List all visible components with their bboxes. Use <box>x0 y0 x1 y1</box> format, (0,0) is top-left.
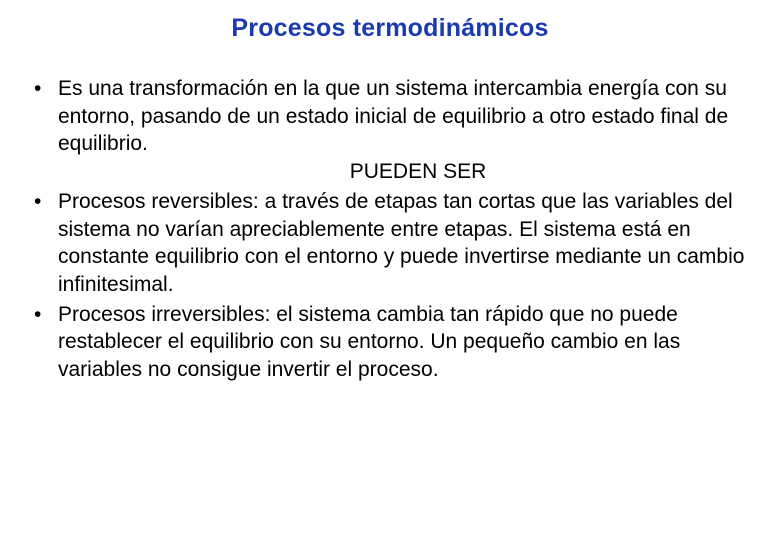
bullet-list: Es una transformación en la que un siste… <box>30 75 750 384</box>
bullet-item: Procesos irreversibles: el sistema cambi… <box>30 301 750 384</box>
bullet-text: Es una transformación en la que un siste… <box>58 77 728 155</box>
bullet-text: Procesos irreversibles: el sistema cambi… <box>58 303 680 381</box>
center-subline: PUEDEN SER <box>58 158 750 186</box>
title-band: Procesos termodinámicos <box>0 0 780 57</box>
bullet-text: Procesos reversibles: a través de etapas… <box>58 190 744 296</box>
bullet-item: Es una transformación en la que un siste… <box>30 75 750 186</box>
slide-body: Es una transformación en la que un siste… <box>0 57 780 384</box>
slide-title: Procesos termodinámicos <box>231 14 548 42</box>
bullet-item: Procesos reversibles: a través de etapas… <box>30 188 750 299</box>
slide: Procesos termodinámicos Es una transform… <box>0 0 780 540</box>
